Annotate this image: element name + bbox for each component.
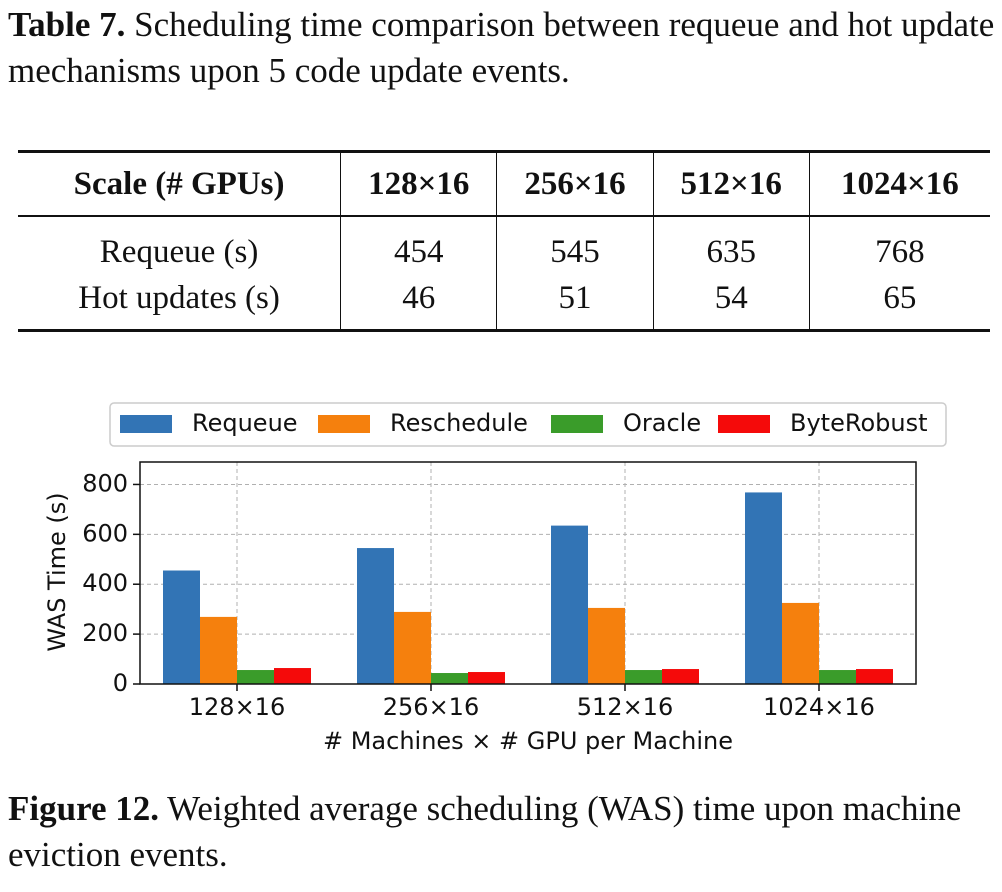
table-row: Hot updates (s) 46 51 54 65: [18, 275, 990, 331]
y-axis-label: WAS Time (s): [43, 492, 71, 651]
table: Scale (# GPUs) 128×16 256×16 512×16 1024×16 …: [18, 150, 990, 332]
y-tick-label: 400: [82, 569, 128, 597]
table-caption: Table 7. Scheduling time comparison betw…: [8, 2, 998, 94]
x-tick-label: 256×16: [383, 693, 479, 721]
table-cell: 54: [652, 275, 810, 331]
bar: [551, 525, 588, 684]
table-cell: 454: [340, 216, 497, 275]
bar: [431, 673, 468, 684]
header-cell: 128×16: [340, 151, 497, 217]
table-row: Requeue (s) 454 545 635 768: [18, 216, 990, 275]
caption-text: Scheduling time comparison between reque…: [8, 5, 995, 90]
bar: [819, 670, 856, 684]
legend-box: [109, 402, 947, 447]
legend-swatch: [120, 415, 172, 433]
bar: [163, 570, 200, 684]
bar: [394, 611, 431, 684]
x-axis-label: # Machines × # GPU per Machine: [323, 727, 733, 755]
bar: [856, 669, 893, 684]
caption-text: Weighted average scheduling (WAS) time u…: [8, 789, 962, 874]
bar: [357, 548, 394, 684]
bar: [745, 492, 782, 684]
bar: [274, 668, 311, 684]
legend-swatch: [718, 415, 770, 433]
y-tick-label: 800: [82, 469, 128, 497]
bar: [468, 672, 505, 684]
header-cell: 1024×16: [808, 151, 990, 217]
bar: [588, 607, 625, 684]
legend-swatch: [318, 415, 370, 433]
bar: [662, 669, 699, 684]
y-tick-label: 600: [82, 519, 128, 547]
x-tick-label: 1024×16: [763, 693, 875, 721]
legend-label: Requeue: [192, 409, 298, 437]
y-tick-label: 200: [82, 619, 128, 647]
bar: [782, 602, 819, 684]
legend-swatch: [551, 415, 603, 433]
y-tick-label: 0: [113, 669, 128, 697]
bar: [200, 616, 237, 684]
legend-label: Oracle: [623, 409, 701, 437]
table-cell: Requeue (s): [99, 233, 259, 270]
bar: [237, 670, 274, 684]
table-cell: 46: [340, 275, 497, 331]
header-row: Scale (# GPUs) 128×16 256×16 512×16 1024×16: [18, 151, 990, 217]
legend-label: Reschedule: [390, 409, 528, 437]
header-cell: 256×16: [496, 151, 654, 217]
x-tick-label: 128×16: [189, 693, 285, 721]
caption-label: Table 7.: [8, 5, 126, 44]
header-cell: 512×16: [652, 151, 810, 217]
table-cell: 545: [496, 216, 654, 275]
caption-label: Figure 12.: [8, 789, 160, 828]
x-tick-label: 512×16: [577, 693, 673, 721]
table-cell: 635: [652, 216, 810, 275]
legend-label: ByteRobust: [790, 409, 927, 437]
figure-caption: Figure 12. Weighted average scheduling (…: [8, 786, 998, 878]
table-cell: 51: [496, 275, 654, 331]
table-body: Requeue (s) 454 545 635 768 Hot updates (s) 46…: [18, 216, 990, 331]
plot-frame: [139, 461, 917, 685]
header-cell: Scale (# GPUs): [18, 151, 341, 217]
table-cell: 768: [808, 216, 990, 275]
table-cell: 65: [808, 275, 990, 331]
bar: [625, 670, 662, 684]
table-cell: Hot updates (s): [78, 279, 280, 316]
